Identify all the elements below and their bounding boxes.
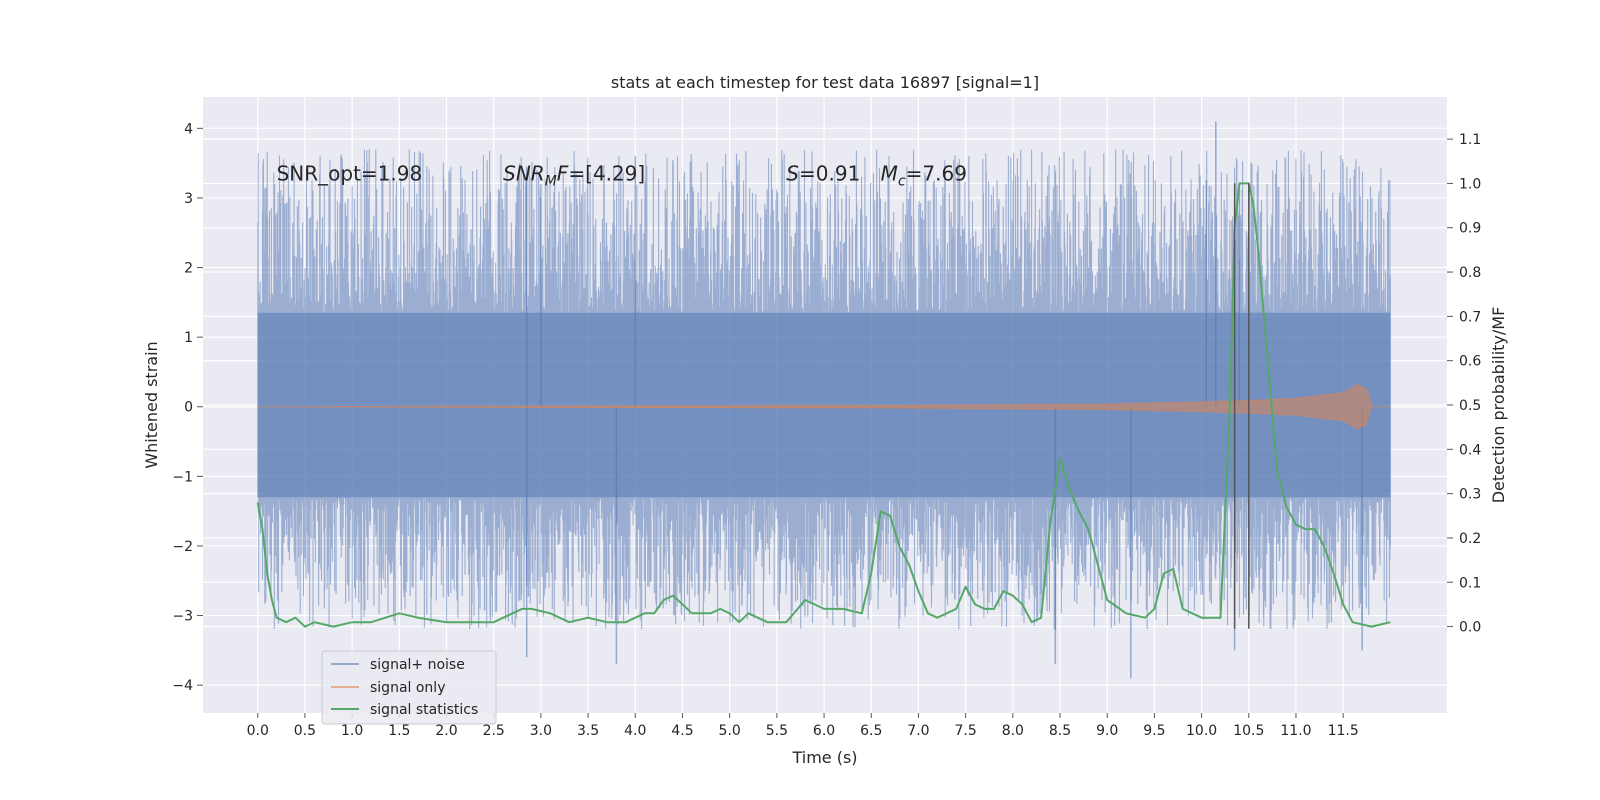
legend-label-signal-statistics: signal statistics [370,702,478,718]
annotations: SNR_opt=1.98 SNRMF=[4.29] S=0.91 Mc=7.69 [277,162,967,190]
x-tick-label: 1.5 [388,723,410,739]
y-tick-label-right: 0.8 [1459,265,1481,281]
signal-only-trace [257,383,1391,430]
x-tick-label: 3.0 [530,723,552,739]
x-tick-label: 9.0 [1096,723,1118,739]
y-tick-label-left: −4 [172,678,193,694]
x-tick-label: 5.5 [766,723,788,739]
x-tick-label: 9.5 [1143,723,1165,739]
y-tick-label-left: 1 [184,330,193,346]
y-tick-label-right: 1.0 [1459,176,1481,192]
signal-only-series [257,383,1391,430]
x-tick-label: 2.0 [435,723,457,739]
annotation-text: SNRMF=[4.29] [503,162,645,190]
x-tick-label: 7.0 [907,723,929,739]
y-axis-label-left: Whitened strain [142,341,161,468]
x-tick-label: 0.0 [247,723,269,739]
y-tick-label-left: −1 [172,469,193,485]
annotation-text: Mc=7.69 [881,162,967,190]
y-tick-label-right: 0.9 [1459,221,1481,237]
y-tick-label-right: 0.3 [1459,487,1481,503]
signal-statistics-series [256,182,1391,628]
x-tick-label: 10.5 [1233,723,1264,739]
x-tick-label: 11.5 [1328,723,1359,739]
x-tick-label: 4.5 [671,723,693,739]
y-tick-label-right: 0.1 [1459,575,1481,591]
x-tick-label: 8.0 [1002,723,1024,739]
signal-statistics-line [256,182,1391,628]
annotation-text: S=0.91 [786,162,860,186]
y-tick-label-right: 0.6 [1459,354,1481,370]
y-axis-label-right: Detection probability/MF [1489,307,1508,504]
detection-markers [1233,183,1250,629]
y-tick-label-right: 0.0 [1459,620,1481,636]
y-tick-label-left: 3 [184,191,193,207]
legend-frame [321,650,497,725]
y-tick-label-left: 2 [184,261,193,277]
x-tick-label: 0.5 [294,723,316,739]
legend-label-signal-noise: signal+ noise [370,657,465,673]
y-tick-label-right: 0.2 [1459,531,1481,547]
y-tick-label-right: 0.4 [1459,442,1481,458]
axis-ticks: 0.0 0.5 1.0 1.5 2.0 2.5 3.0 3.5 4.0 4.5 5.0 5.5 6.0 6… [172,121,1481,739]
signal-noise-peaks [525,121,1363,679]
x-axis-label: Time (s) [791,748,857,767]
x-tick-label: 3.5 [577,723,599,739]
y-tick-label-left: 0 [184,400,193,416]
x-tick-label: 10.0 [1186,723,1217,739]
y-tick-label-left: −2 [172,539,193,555]
x-tick-label: 5.0 [719,723,741,739]
chart-title: stats at each timestep for test data 168… [611,73,1039,92]
x-tick-label: 4.0 [624,723,646,739]
legend-label-signal-only: signal only [370,680,445,696]
y-tick-label-right: 0.7 [1459,309,1481,325]
y-tick-label-left: 4 [184,121,193,137]
x-tick-label: 6.0 [813,723,835,739]
y-tick-label-left: −3 [172,609,193,625]
y-tick-label-right: 0.5 [1459,398,1481,414]
x-tick-label: 2.5 [483,723,505,739]
x-tick-label: 6.5 [860,723,882,739]
x-tick-label: 8.5 [1049,723,1071,739]
annotation-text: SNR_opt=1.98 [277,162,423,186]
x-tick-label: 1.0 [341,723,363,739]
x-tick-label: 7.5 [955,723,977,739]
x-tick-label: 11.0 [1280,723,1311,739]
y-tick-label-right: 1.1 [1459,132,1481,148]
legend: signal+ noise signal only signal statist… [321,650,497,725]
